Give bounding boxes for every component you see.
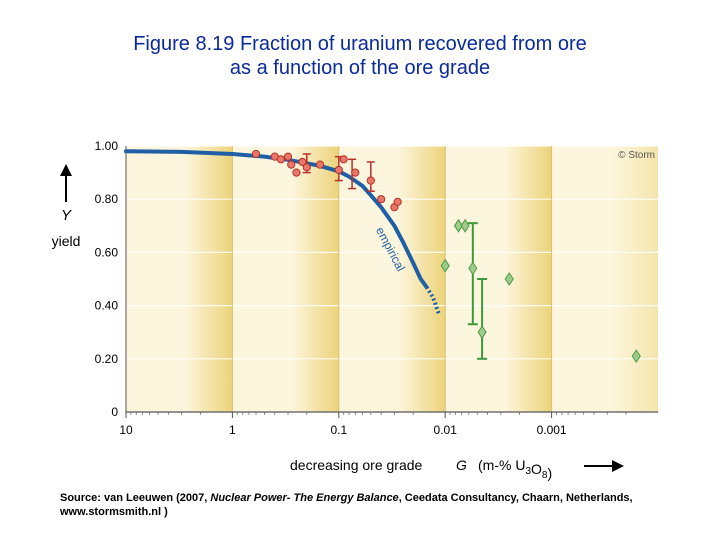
copyright-label: © Storm: [618, 150, 655, 161]
green-data-point: [504, 272, 514, 286]
red-data-point: [334, 165, 343, 175]
y-tick-label: 0.80: [95, 192, 119, 206]
red-data-point: [251, 149, 261, 159]
background-bands: [126, 146, 658, 412]
decade-band: [126, 146, 233, 412]
red-data-point: [298, 157, 307, 167]
red-data-point: [351, 168, 360, 177]
x-tick-label: 10: [119, 423, 133, 437]
y-tick-label: 0: [111, 405, 118, 419]
x-axis-symbol: G: [456, 457, 467, 473]
red-data-point: [393, 197, 402, 206]
green-data-point: [460, 218, 470, 233]
y-tick-label: 0.20: [95, 352, 119, 366]
title-line-2: as a function of the ore grade: [229, 57, 491, 79]
red-data-point: [292, 168, 301, 177]
chart-area: 0 0.20 0.40 0.60 0.80 1.00 10 1 0.1 0.01 0.001 Yyi…: [52, 139, 658, 481]
red-data-point: [287, 160, 296, 169]
source-citation: Source: van Leeuwen (2007, Nuclear Power…: [60, 491, 680, 519]
title-line-1: Figure 8.19 Fraction of uranium recovere…: [133, 33, 587, 55]
red-data-point: [377, 195, 386, 204]
x-axis-label: decreasing ore grade: [290, 457, 423, 473]
red-data-point: [276, 155, 286, 164]
source-prefix: Source: van Leeuwen (2007,: [60, 492, 211, 504]
red-data-point: [366, 176, 375, 185]
y-tick-label: 0.40: [95, 299, 119, 313]
x-axis-units: (m-% U3O8): [478, 457, 552, 481]
red-data-point: [302, 163, 311, 172]
decade-band: [445, 146, 552, 412]
red-data-point: [283, 152, 293, 161]
source-book-title: Nuclear Power- The Energy Balance: [210, 492, 399, 504]
y-tick-label: 0.60: [95, 245, 119, 259]
green-data-point: [631, 349, 641, 364]
x-tick-label: 0.01: [434, 423, 458, 437]
x-axis-arrow-head: [612, 460, 624, 472]
green-data-point: [477, 325, 487, 340]
decade-band: [338, 146, 446, 412]
x-tick-label: 0.001: [537, 423, 567, 437]
source-suffix: , Ceedata Consultancy, Chaarn, Netherlan…: [60, 492, 633, 518]
y-axis-label: yield: [52, 233, 81, 249]
decade-band: [551, 146, 658, 412]
green-data-point: [468, 261, 478, 276]
empirical-curve-extension: [424, 285, 441, 315]
x-tick-label: 0.1: [330, 423, 347, 437]
decade-band: [232, 146, 339, 412]
y-axis-symbol: Y: [61, 207, 72, 224]
red-data-point: [339, 155, 348, 164]
y-axis-arrow-head: [60, 164, 72, 176]
points-layer: [251, 149, 641, 364]
green-data-point: [453, 218, 464, 233]
x-tick-label: 1: [229, 423, 236, 437]
green-data-point: [440, 258, 450, 273]
red-data-point: [315, 160, 325, 169]
y-tick-label: 1.00: [95, 139, 119, 153]
chart-title: Figure 8.19 Fraction of uranium recovere…: [0, 32, 720, 80]
axes: 0 0.20 0.40 0.60 0.80 1.00 10 1 0.1 0.01 0.001: [95, 139, 658, 437]
